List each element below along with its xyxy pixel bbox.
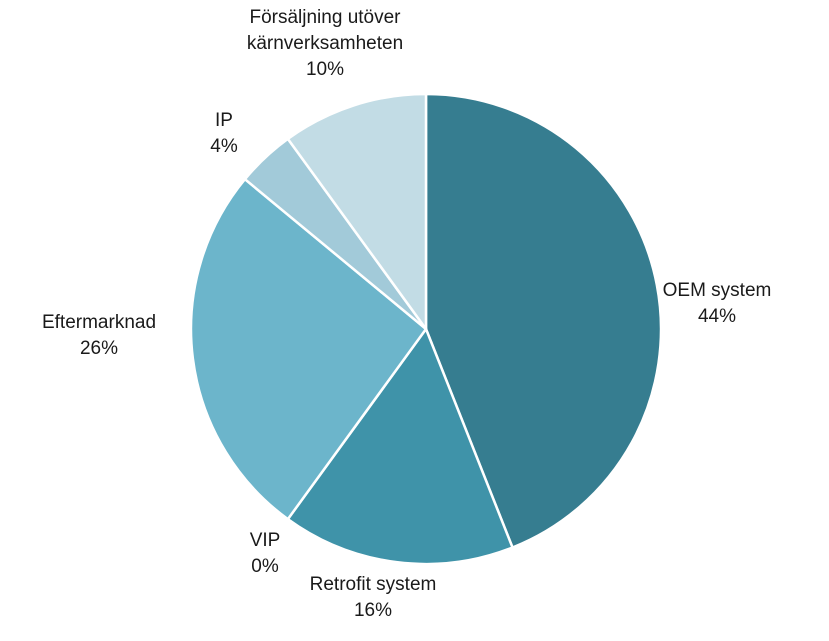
slice-label-vip: VIP 0% xyxy=(250,530,281,577)
pie-labels: OEM system 44% Retrofit system 16% VIP 0% Efte… xyxy=(42,7,771,621)
slice-label-oem-system: OEM system 44% xyxy=(663,280,772,327)
pie-slice-oem-system xyxy=(424,92,663,549)
slice-label-ip: IP 4% xyxy=(210,110,238,157)
pie-slices xyxy=(189,92,663,566)
pie-slice-f-rs-ljning-ut-ver-k-rnverksamheten xyxy=(286,92,428,331)
pie-slice-retrofit-system xyxy=(286,327,514,566)
slice-label-eftermarknad: Eftermarknad 26% xyxy=(42,312,156,359)
slice-label-retrofit-system: Retrofit system 16% xyxy=(310,574,437,621)
pie-slice-eftermarknad xyxy=(189,177,428,521)
slice-label-f-rs-ljning-ut-ver-k-rnverksamheten: Försäljning utöver kärnverksamheten 10% xyxy=(247,7,403,80)
